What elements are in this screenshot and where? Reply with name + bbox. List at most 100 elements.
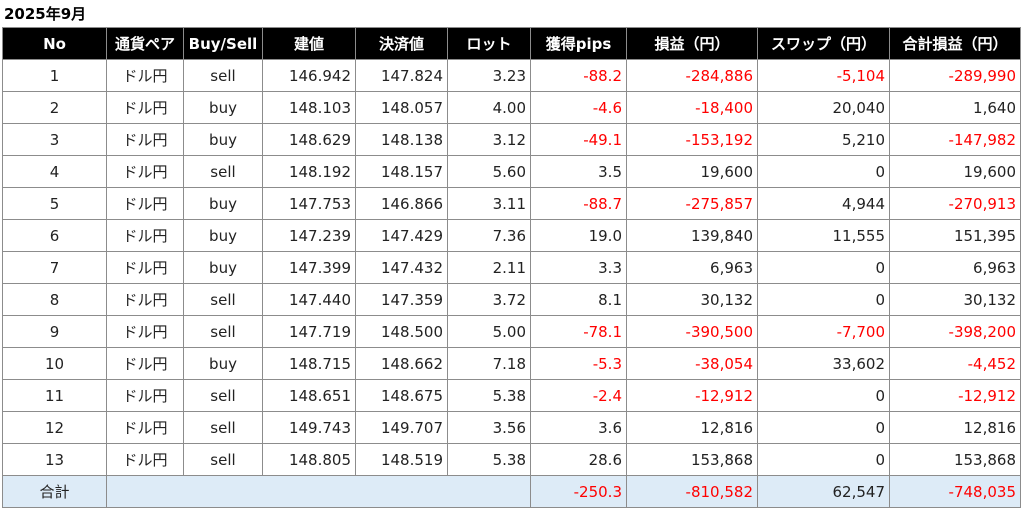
cell-entry[interactable]: 147.239 [262,219,356,252]
cell-no[interactable]: 2 [2,91,107,124]
cell-pl[interactable]: 12,816 [626,411,758,444]
cell-pl[interactable]: -12,912 [626,379,758,412]
cell-pair[interactable]: ドル円 [106,283,184,316]
cell-side[interactable]: buy [183,347,263,380]
cell-lot[interactable]: 5.60 [447,155,531,188]
cell-swap[interactable]: 0 [757,379,890,412]
cell-side[interactable]: sell [183,59,263,92]
cell-entry[interactable]: 147.440 [262,283,356,316]
cell-pl[interactable]: -390,500 [626,315,758,348]
cell-total[interactable]: 12,816 [889,411,1021,444]
cell-lot[interactable]: 7.18 [447,347,531,380]
cell-entry[interactable]: 148.103 [262,91,356,124]
cell-side[interactable]: sell [183,315,263,348]
cell-lot[interactable]: 3.12 [447,123,531,156]
total-blank-cell[interactable] [106,475,531,508]
cell-pips[interactable]: -2.4 [530,379,627,412]
cell-pl[interactable]: 19,600 [626,155,758,188]
cell-pips[interactable]: 19.0 [530,219,627,252]
cell-no[interactable]: 12 [2,411,107,444]
header-side[interactable]: Buy/Sell [183,27,263,60]
cell-total[interactable]: -289,990 [889,59,1021,92]
cell-pl[interactable]: 30,132 [626,283,758,316]
cell-entry[interactable]: 148.715 [262,347,356,380]
cell-pips[interactable]: -5.3 [530,347,627,380]
total-swap[interactable]: 62,547 [757,475,890,508]
cell-total[interactable]: -398,200 [889,315,1021,348]
cell-pl[interactable]: -275,857 [626,187,758,220]
cell-pl[interactable]: 6,963 [626,251,758,284]
cell-pair[interactable]: ドル円 [106,91,184,124]
cell-exit[interactable]: 146.866 [355,187,448,220]
cell-pl[interactable]: -38,054 [626,347,758,380]
cell-no[interactable]: 13 [2,443,107,476]
cell-pips[interactable]: -4.6 [530,91,627,124]
cell-exit[interactable]: 147.824 [355,59,448,92]
cell-total[interactable]: 153,868 [889,443,1021,476]
cell-lot[interactable]: 5.00 [447,315,531,348]
header-pl[interactable]: 損益（円） [626,27,758,60]
cell-entry[interactable]: 146.942 [262,59,356,92]
cell-pips[interactable]: -88.2 [530,59,627,92]
cell-side[interactable]: sell [183,379,263,412]
cell-swap[interactable]: -7,700 [757,315,890,348]
header-total[interactable]: 合計損益（円） [889,27,1021,60]
cell-exit[interactable]: 147.359 [355,283,448,316]
cell-pips[interactable]: -49.1 [530,123,627,156]
cell-side[interactable]: buy [183,251,263,284]
cell-side[interactable]: buy [183,91,263,124]
header-pips[interactable]: 獲得pips [530,27,627,60]
cell-pair[interactable]: ドル円 [106,155,184,188]
cell-side[interactable]: buy [183,123,263,156]
cell-swap[interactable]: 33,602 [757,347,890,380]
total-label[interactable]: 合計 [2,475,107,508]
cell-total[interactable]: 19,600 [889,155,1021,188]
cell-total[interactable]: 1,640 [889,91,1021,124]
cell-side[interactable]: sell [183,283,263,316]
cell-pair[interactable]: ドル円 [106,315,184,348]
cell-pips[interactable]: 3.6 [530,411,627,444]
cell-pair[interactable]: ドル円 [106,347,184,380]
cell-total[interactable]: -4,452 [889,347,1021,380]
cell-entry[interactable]: 147.753 [262,187,356,220]
cell-entry[interactable]: 148.805 [262,443,356,476]
cell-swap[interactable]: 20,040 [757,91,890,124]
cell-entry[interactable]: 148.651 [262,379,356,412]
cell-entry[interactable]: 147.719 [262,315,356,348]
cell-pair[interactable]: ドル円 [106,59,184,92]
cell-lot[interactable]: 3.11 [447,187,531,220]
cell-total[interactable]: 6,963 [889,251,1021,284]
cell-exit[interactable]: 147.429 [355,219,448,252]
header-entry[interactable]: 建値 [262,27,356,60]
cell-swap[interactable]: 4,944 [757,187,890,220]
cell-no[interactable]: 7 [2,251,107,284]
cell-pips[interactable]: 3.3 [530,251,627,284]
cell-exit[interactable]: 148.662 [355,347,448,380]
cell-exit[interactable]: 148.500 [355,315,448,348]
total-pips[interactable]: -250.3 [530,475,627,508]
cell-exit[interactable]: 149.707 [355,411,448,444]
cell-exit[interactable]: 147.432 [355,251,448,284]
cell-lot[interactable]: 5.38 [447,379,531,412]
cell-exit[interactable]: 148.157 [355,155,448,188]
cell-lot[interactable]: 2.11 [447,251,531,284]
cell-side[interactable]: buy [183,187,263,220]
cell-pl[interactable]: -18,400 [626,91,758,124]
cell-total[interactable]: -147,982 [889,123,1021,156]
cell-swap[interactable]: 11,555 [757,219,890,252]
cell-exit[interactable]: 148.138 [355,123,448,156]
cell-exit[interactable]: 148.519 [355,443,448,476]
cell-side[interactable]: sell [183,411,263,444]
cell-no[interactable]: 3 [2,123,107,156]
cell-pair[interactable]: ドル円 [106,219,184,252]
cell-lot[interactable]: 5.38 [447,443,531,476]
cell-pair[interactable]: ドル円 [106,379,184,412]
cell-pips[interactable]: 8.1 [530,283,627,316]
cell-pair[interactable]: ドル円 [106,187,184,220]
cell-lot[interactable]: 7.36 [447,219,531,252]
cell-lot[interactable]: 3.56 [447,411,531,444]
cell-swap[interactable]: 0 [757,283,890,316]
cell-no[interactable]: 8 [2,283,107,316]
cell-exit[interactable]: 148.057 [355,91,448,124]
cell-no[interactable]: 5 [2,187,107,220]
